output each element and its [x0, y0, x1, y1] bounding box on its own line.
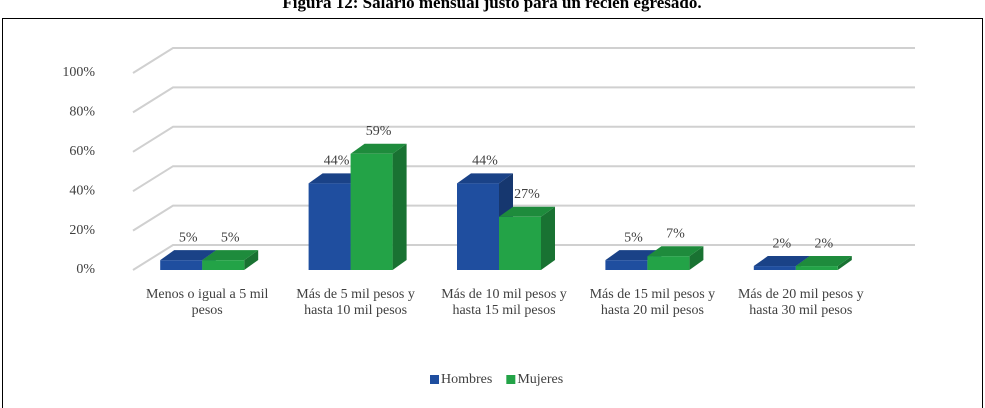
legend-swatch	[430, 375, 439, 384]
bar-top	[457, 173, 513, 184]
chart-border	[2, 18, 983, 408]
bar-front	[795, 266, 838, 270]
data-label: 5%	[179, 230, 198, 245]
bar-side	[689, 246, 704, 270]
bar-top	[647, 246, 704, 257]
x-tick-label: Más de 5 mil pesos y hasta 10 mil pesos	[296, 287, 415, 318]
grid-line	[132, 244, 915, 271]
bar-front	[605, 260, 648, 270]
bar-side	[837, 256, 852, 270]
bar-top	[753, 256, 810, 267]
bar	[647, 246, 704, 270]
x-tick-label: Más de 10 mil pesos y hasta 15 mil pesos	[441, 287, 567, 318]
bar-front	[499, 216, 541, 270]
grid-line	[132, 165, 915, 193]
bar-front	[457, 183, 499, 270]
chart-title: Figura 12: Salario mensual justo para un…	[282, 0, 701, 12]
grid-line	[132, 204, 915, 232]
x-tick-label: Más de 15 mil pesos y hasta 20 mil pesos	[589, 287, 716, 318]
bar-front	[350, 153, 393, 270]
bar-side	[541, 206, 555, 270]
bar-top	[795, 256, 852, 267]
y-tick-label: 20%	[69, 223, 95, 238]
legend-label: Mujeres	[517, 372, 563, 387]
bar	[202, 250, 259, 270]
data-label: 44%	[472, 154, 498, 169]
x-tick-label: Más de 20 mil pesos y hasta 30 mil pesos	[737, 287, 864, 318]
bar-side	[244, 250, 259, 270]
grid-line	[132, 47, 915, 74]
bar-front	[647, 256, 690, 270]
bar	[350, 143, 407, 270]
bar-front	[202, 260, 245, 270]
data-label: 5%	[221, 230, 240, 245]
bar-top	[350, 143, 407, 154]
grid-line	[132, 125, 915, 153]
legend-swatch	[506, 375, 516, 384]
data-label: 59%	[366, 124, 392, 139]
bar-top	[202, 250, 259, 261]
y-tick-label: 60%	[69, 144, 95, 159]
data-label: 2%	[772, 236, 791, 251]
data-label: 27%	[514, 187, 540, 202]
data-label: 5%	[624, 230, 643, 245]
bar-front	[308, 183, 351, 270]
data-label: 44%	[324, 154, 350, 169]
bar-front	[753, 266, 796, 270]
y-tick-label: 0%	[76, 262, 95, 277]
data-label: 2%	[814, 236, 833, 251]
y-tick-label: 40%	[69, 183, 95, 198]
bar-top	[160, 250, 217, 261]
bar	[499, 206, 555, 270]
y-tick-label: 80%	[69, 105, 95, 120]
bar-side	[392, 143, 407, 270]
bar-top	[499, 206, 555, 217]
grid-line	[132, 86, 915, 114]
bar	[795, 256, 852, 270]
bar-front	[160, 260, 203, 270]
x-tick-label: Menos o igual a 5 mil pesos	[145, 287, 269, 318]
data-label: 7%	[666, 226, 685, 241]
y-tick-label: 100%	[62, 65, 95, 80]
legend-label: Hombres	[441, 372, 492, 387]
